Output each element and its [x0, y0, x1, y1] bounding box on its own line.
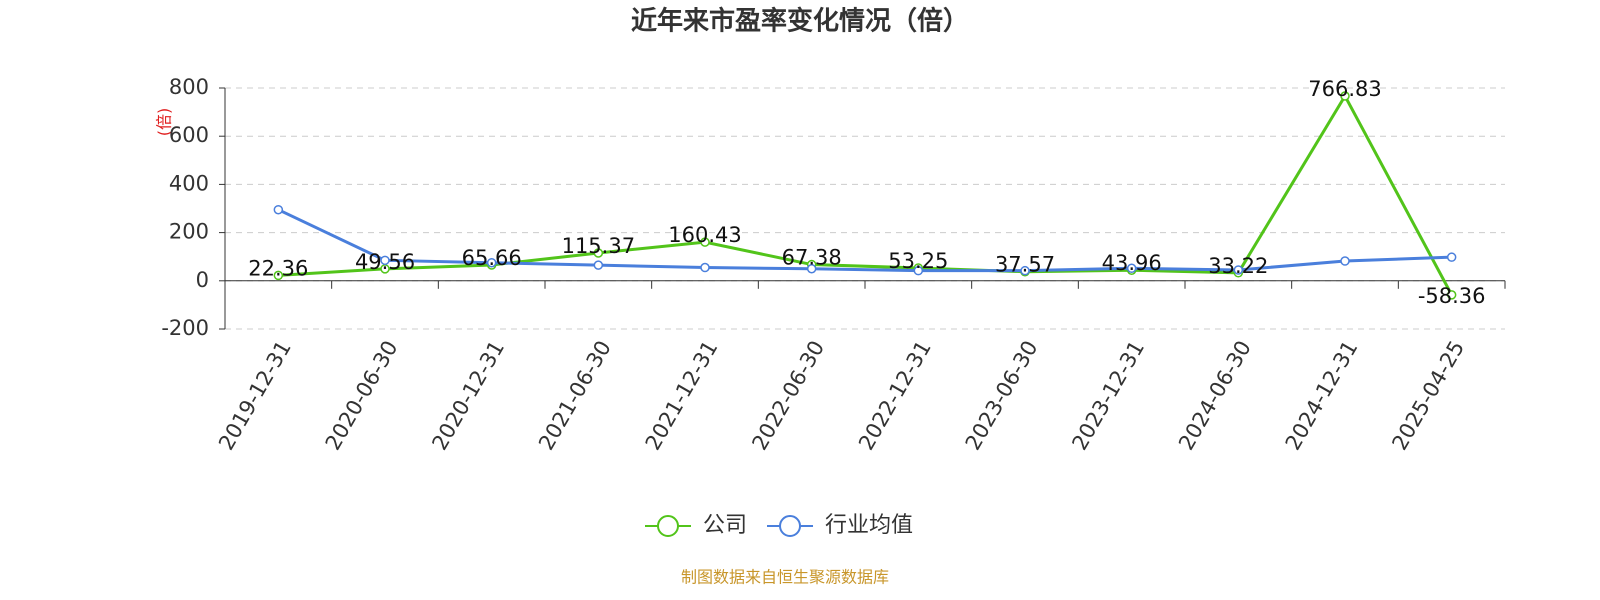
series-line — [277, 208, 1452, 273]
data-point — [1233, 265, 1244, 275]
x-tick-label: 2020-12-31 — [427, 337, 509, 455]
data-point — [913, 265, 924, 276]
y-tick-label: 800 — [169, 75, 209, 99]
series-line — [278, 92, 1453, 296]
y-tick-label: 0 — [196, 268, 209, 292]
data-point — [593, 260, 604, 270]
data-point — [806, 264, 817, 274]
x-tick-label: 2022-12-31 — [854, 337, 936, 455]
chart-title: 近年来市盈率变化情况（倍） — [631, 6, 969, 37]
data-label: 43.96 — [1102, 251, 1162, 275]
x-tick-label: 2025-04-25 — [1387, 337, 1469, 455]
data-label: 115.37 — [562, 234, 635, 258]
legend-marker — [657, 515, 679, 537]
data-label: 22.36 — [248, 256, 308, 280]
data-point — [273, 270, 284, 281]
data-label: -58.36 — [1418, 284, 1486, 308]
x-tick-label: 2021-06-30 — [534, 337, 616, 455]
x-tick-label: 2021-12-31 — [641, 337, 723, 455]
x-tick-label: 2023-06-30 — [961, 337, 1043, 455]
x-tick-label: 2024-12-31 — [1281, 337, 1363, 455]
data-label: 65.66 — [462, 246, 522, 270]
data-point — [1340, 91, 1350, 101]
data-point — [700, 237, 710, 247]
data-label: 37.57 — [995, 253, 1055, 277]
data-point — [380, 255, 390, 266]
data-point — [700, 262, 710, 273]
legend-marker — [779, 515, 802, 537]
x-tick-label: 2019-12-31 — [214, 337, 296, 455]
legend-label: 行业均值 — [825, 513, 913, 538]
data-point — [593, 248, 604, 258]
y-axis-label: (倍) — [155, 108, 174, 137]
source-note: 制图数据来自恒生聚源数据库 — [681, 568, 889, 587]
data-label: 33.22 — [1208, 254, 1268, 278]
data-point — [486, 257, 497, 268]
y-tick-label: 600 — [169, 123, 209, 147]
data-point — [1446, 252, 1457, 262]
x-tick-label: 2023-12-31 — [1067, 337, 1149, 455]
data-label: 67.38 — [782, 246, 842, 270]
legend-label: 公司 — [703, 513, 747, 538]
data-label: 49.56 — [355, 250, 415, 274]
x-tick-label: 2020-06-30 — [321, 337, 403, 455]
data-point — [1020, 265, 1030, 276]
y-tick-label: 200 — [169, 220, 209, 244]
x-tick-label: 2022-06-30 — [747, 337, 829, 455]
data-point — [273, 204, 284, 215]
x-tick-label: 2024-06-30 — [1174, 337, 1256, 455]
data-label: 766.83 — [1308, 77, 1381, 101]
y-tick-label: 400 — [169, 171, 209, 195]
data-point — [1126, 263, 1137, 274]
data-point — [1446, 290, 1457, 300]
data-label: 160.43 — [668, 223, 741, 247]
y-tick-label: -200 — [161, 316, 209, 340]
data-label: 53.25 — [888, 249, 948, 273]
data-point — [1340, 256, 1350, 266]
